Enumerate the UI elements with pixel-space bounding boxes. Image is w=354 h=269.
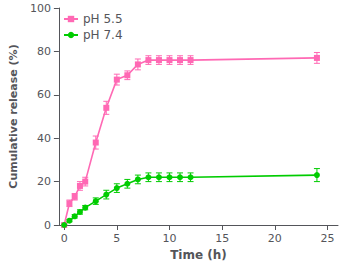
svg-text:pH 7.4: pH 7.4 — [83, 28, 123, 42]
svg-text:0: 0 — [61, 232, 68, 245]
svg-text:pH 5.5: pH 5.5 — [83, 12, 123, 26]
svg-text:80: 80 — [37, 45, 51, 58]
svg-text:20: 20 — [268, 232, 282, 245]
svg-text:Time (h): Time (h) — [170, 248, 227, 262]
svg-text:Cumulative release (%): Cumulative release (%) — [7, 44, 20, 188]
svg-text:20: 20 — [37, 175, 51, 188]
svg-text:25: 25 — [320, 232, 334, 245]
svg-text:60: 60 — [37, 88, 51, 101]
svg-text:40: 40 — [37, 132, 51, 145]
svg-text:5: 5 — [113, 232, 120, 245]
svg-text:100: 100 — [30, 2, 51, 15]
svg-text:0: 0 — [44, 219, 51, 232]
svg-text:15: 15 — [215, 232, 229, 245]
svg-text:10: 10 — [162, 232, 176, 245]
